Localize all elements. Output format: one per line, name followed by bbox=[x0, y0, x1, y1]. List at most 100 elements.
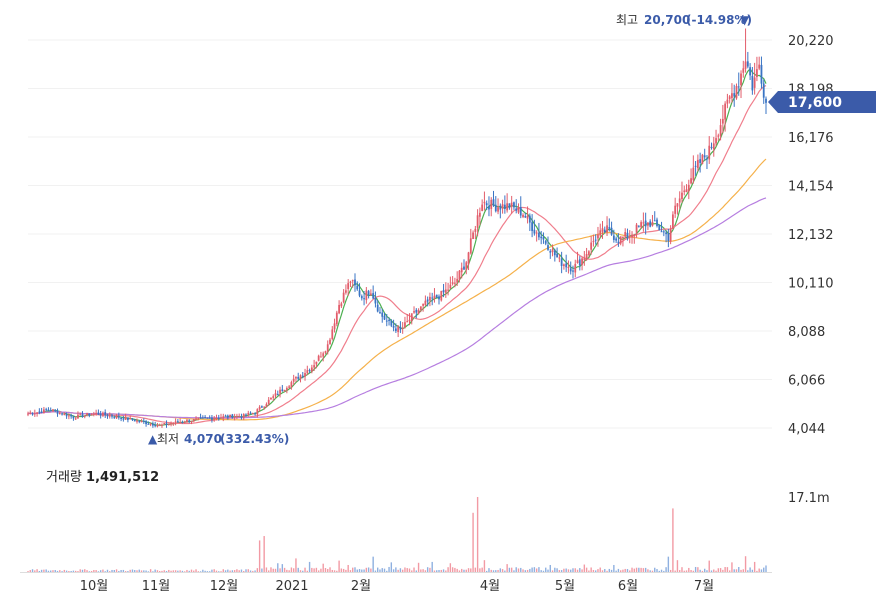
candle-body bbox=[88, 413, 91, 416]
price-tick-label: 10,110 bbox=[788, 277, 834, 292]
high-marker-label: 최고 bbox=[616, 13, 638, 27]
volume-bar bbox=[136, 570, 138, 572]
candle-body bbox=[338, 304, 340, 314]
candle-body bbox=[129, 418, 132, 420]
candle-body bbox=[111, 415, 113, 417]
candle-body bbox=[379, 312, 381, 314]
volume-bar bbox=[461, 568, 463, 572]
candle-body bbox=[603, 229, 606, 233]
volume-bar bbox=[99, 570, 102, 572]
volume-bar bbox=[524, 570, 526, 572]
candle-body bbox=[360, 296, 363, 299]
candle-body bbox=[447, 289, 449, 291]
volume-bar bbox=[638, 567, 640, 572]
candle-body bbox=[206, 417, 209, 419]
volume-bar bbox=[626, 569, 629, 572]
volume-bar bbox=[193, 570, 195, 572]
candle-body bbox=[544, 240, 547, 244]
candle-body bbox=[272, 396, 275, 398]
candle-body bbox=[199, 417, 202, 419]
candle-body bbox=[565, 263, 568, 268]
candle-body bbox=[656, 219, 658, 226]
volume-bar bbox=[256, 568, 259, 572]
volume-bar bbox=[59, 570, 61, 572]
date-tick-label: 2월 bbox=[351, 579, 371, 594]
candle-body bbox=[460, 267, 463, 273]
low-marker: ▲ 최저 4,070 (332.43%) bbox=[148, 432, 289, 446]
candle-body bbox=[626, 232, 629, 238]
volume-bar bbox=[476, 497, 479, 572]
candle-body bbox=[558, 257, 561, 259]
volume-bar bbox=[674, 570, 676, 572]
candle-body bbox=[49, 410, 52, 412]
volume-bar bbox=[742, 569, 744, 572]
volume-bar bbox=[363, 569, 365, 572]
volume-bar bbox=[601, 570, 604, 572]
volume-bar bbox=[683, 570, 685, 572]
ma120-line bbox=[27, 197, 767, 419]
candle-body bbox=[222, 416, 225, 418]
candle-body bbox=[735, 86, 738, 99]
volume-bar bbox=[567, 569, 570, 572]
volume-bar bbox=[111, 569, 113, 572]
candle-body bbox=[317, 355, 320, 361]
candle-body bbox=[358, 290, 361, 296]
volume-bar bbox=[302, 570, 304, 572]
volume-bar bbox=[270, 567, 272, 572]
volume-bar bbox=[390, 562, 393, 572]
price-tick-label: 14,154 bbox=[788, 180, 834, 195]
candle-body bbox=[538, 232, 540, 238]
candle-body bbox=[474, 228, 477, 232]
volume-bar bbox=[63, 569, 66, 572]
candle-body bbox=[669, 228, 672, 242]
volume-bar bbox=[329, 567, 331, 572]
candle-body bbox=[233, 416, 236, 418]
candle-body bbox=[451, 282, 454, 284]
volume-bar bbox=[599, 567, 601, 572]
volume-bar bbox=[579, 568, 581, 572]
candle-body bbox=[756, 69, 758, 78]
volume-bar bbox=[431, 561, 433, 572]
candle-body bbox=[170, 423, 172, 425]
candle-body bbox=[283, 389, 286, 391]
candle-body bbox=[687, 184, 690, 192]
high-marker-change: (-14.98%) bbox=[686, 13, 752, 27]
candle-body bbox=[270, 397, 272, 400]
candle-body bbox=[292, 378, 295, 382]
volume-bar bbox=[163, 570, 165, 572]
candle-body bbox=[510, 202, 513, 207]
candle-body bbox=[63, 413, 66, 416]
candle-body bbox=[201, 417, 204, 419]
candle-body bbox=[758, 64, 761, 69]
candle-body bbox=[692, 167, 695, 181]
volume-bar bbox=[554, 567, 556, 572]
candle-body bbox=[86, 413, 88, 416]
candle-body bbox=[753, 77, 756, 88]
candle-body bbox=[483, 201, 486, 204]
volume-bar bbox=[213, 569, 215, 572]
volume-bar bbox=[663, 570, 665, 572]
volume-bar bbox=[583, 564, 586, 572]
volume-bar bbox=[608, 568, 611, 572]
volume-bar bbox=[290, 567, 293, 572]
candle-body bbox=[158, 424, 161, 426]
date-tick-label: 11월 bbox=[142, 579, 171, 594]
volume-bar bbox=[617, 568, 620, 572]
volume-bar bbox=[215, 570, 218, 572]
volume-bar bbox=[574, 568, 576, 572]
candle-body bbox=[285, 387, 288, 390]
high-marker-arrow-icon: ▼ bbox=[740, 13, 750, 27]
candle-body bbox=[376, 304, 379, 312]
candle-body bbox=[435, 294, 438, 298]
candle-body bbox=[42, 409, 45, 414]
volume-bar bbox=[84, 569, 86, 572]
candle-body bbox=[744, 61, 747, 69]
price-tick-label: 12,132 bbox=[788, 228, 834, 243]
volume-bar bbox=[481, 567, 483, 572]
volume-bar bbox=[43, 569, 45, 572]
candle-body bbox=[145, 421, 147, 425]
candle-body bbox=[706, 158, 708, 160]
volume-bar bbox=[79, 569, 81, 572]
volume-bar bbox=[522, 569, 524, 572]
volume-bar bbox=[451, 567, 454, 572]
